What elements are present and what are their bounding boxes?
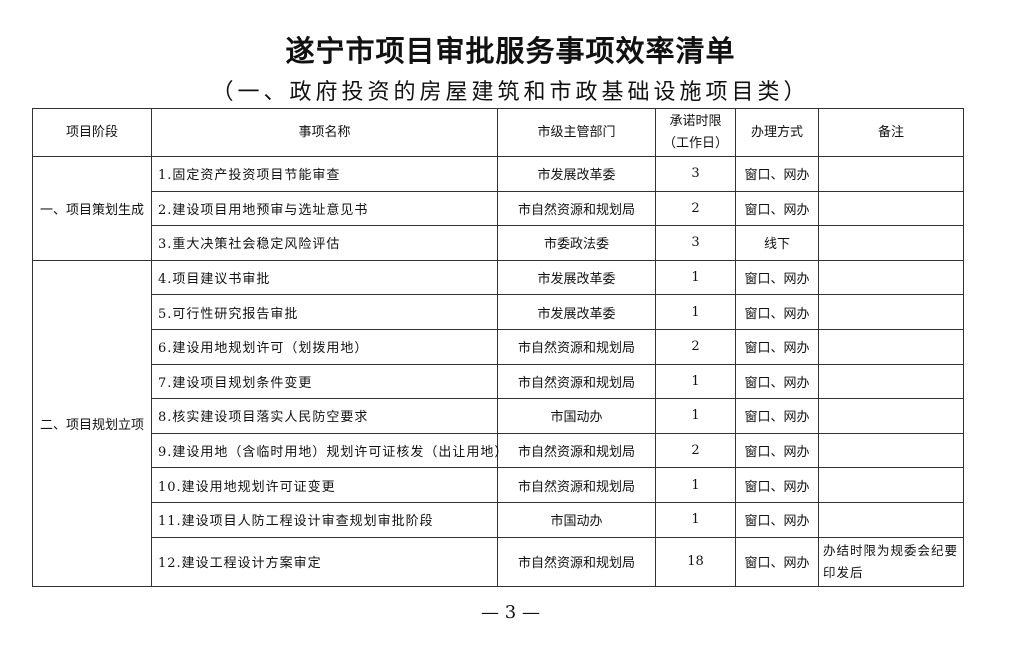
method-cell: 窗口、网办 — [735, 190, 819, 227]
remarks-cell — [818, 294, 964, 330]
document-title: 遂宁市项目审批服务事项效率清单 — [285, 34, 736, 68]
item-name-cell: 10.建设用地规划许可证变更 — [151, 467, 498, 503]
time-limit-cell: 1 — [655, 259, 736, 296]
department-cell: 市国动办 — [497, 398, 656, 434]
table-row: 6.建设用地规划许可（划拨用地） 市自然资源和规划局 2 窗口、网办 — [33, 328, 964, 365]
remarks-cell — [818, 259, 964, 296]
remarks-cell — [818, 467, 964, 503]
time-limit-cell: 1 — [655, 467, 736, 503]
department-cell: 市国动办 — [497, 501, 656, 538]
page-number: — 3 — — [481, 602, 540, 623]
item-name-cell: 6.建设用地规划许可（划拨用地） — [151, 328, 498, 365]
header-stage: 项目阶段 — [32, 108, 152, 157]
item-name-cell: 8.核实建设项目落实人民防空要求 — [151, 398, 498, 434]
time-limit-cell: 1 — [655, 294, 736, 330]
method-cell: 窗口、网办 — [735, 259, 819, 296]
remarks-cell — [818, 501, 964, 538]
remarks-cell — [818, 328, 964, 365]
method-cell: 窗口、网办 — [735, 501, 819, 538]
header-remarks: 备注 — [818, 108, 964, 157]
table-row: 5.可行性研究报告审批 市发展改革委 1 窗口、网办 — [33, 294, 964, 330]
item-name-cell: 3.重大决策社会稳定风险评估 — [151, 225, 498, 261]
table-row: 8.核实建设项目落实人民防空要求 市国动办 1 窗口、网办 — [33, 398, 964, 434]
remarks-cell — [818, 190, 964, 227]
item-name-cell: 5.可行性研究报告审批 — [151, 294, 498, 330]
method-cell: 窗口、网办 — [735, 536, 819, 587]
department-cell: 市自然资源和规划局 — [497, 363, 656, 400]
header-time-limit-line2: （工作日） — [662, 135, 728, 151]
time-limit-cell: 2 — [655, 328, 736, 365]
department-cell: 市发展改革委 — [497, 294, 656, 330]
method-cell: 窗口、网办 — [735, 294, 819, 330]
stage-cell: 二、项目规划立项 — [32, 259, 152, 587]
header-time-limit-line1: 承诺时限 — [669, 113, 722, 129]
time-limit-cell: 2 — [655, 432, 736, 469]
time-limit-cell: 3 — [655, 225, 736, 261]
table-row: 12.建设工程设计方案审定 市自然资源和规划局 18 窗口、网办 办结时限为规委会纪要印… — [33, 536, 964, 587]
time-limit-cell: 1 — [655, 398, 736, 434]
department-cell: 市自然资源和规划局 — [497, 467, 656, 503]
method-cell: 窗口、网办 — [735, 328, 819, 365]
time-limit-cell: 18 — [655, 536, 736, 587]
header-method: 办理方式 — [735, 108, 819, 157]
time-limit-cell: 1 — [655, 363, 736, 400]
department-cell: 市委政法委 — [497, 225, 656, 261]
time-limit-cell: 1 — [655, 501, 736, 538]
header-department: 市级主管部门 — [497, 108, 656, 157]
table-row: 2.建设项目用地预审与选址意见书 市自然资源和规划局 2 窗口、网办 — [33, 190, 964, 227]
document-subtitle: （一、政府投资的房屋建筑和市政基础设施项目类） — [211, 80, 810, 105]
item-name-cell: 7.建设项目规划条件变更 — [151, 363, 498, 400]
method-cell: 窗口、网办 — [735, 432, 819, 469]
efficiency-table: 项目阶段 事项名称 市级主管部门 承诺时限 （工作日） 办理方式 备注 一、项目策… — [32, 108, 964, 587]
table-body: 一、项目策划生成 1.固定资产投资项目节能审查 市发展改革委 3 窗口、网办 2.建设项目… — [32, 156, 964, 587]
remarks-cell — [818, 398, 964, 434]
department-cell: 市自然资源和规划局 — [497, 190, 656, 227]
time-limit-cell: 2 — [655, 190, 736, 227]
table-row: 3.重大决策社会稳定风险评估 市委政法委 3 线下 — [33, 225, 964, 261]
remarks-cell — [818, 156, 964, 192]
method-cell: 线下 — [735, 225, 819, 261]
stage-cell: 一、项目策划生成 — [32, 156, 152, 261]
method-cell: 窗口、网办 — [735, 363, 819, 400]
department-cell: 市自然资源和规划局 — [497, 328, 656, 365]
remarks-cell: 办结时限为规委会纪要印发后 — [818, 536, 964, 587]
table-row: 二、项目规划立项 4.项目建议书审批 市发展改革委 1 窗口、网办 — [32, 259, 964, 587]
table-row: 9.建设用地（含临时用地）规划许可证核发（出让用地） 市自然资源和规划局 2 窗口、网… — [33, 432, 964, 469]
method-cell: 窗口、网办 — [735, 467, 819, 503]
table-row: 11.建设项目人防工程设计审查规划审批阶段 市国动办 1 窗口、网办 — [33, 501, 964, 538]
method-cell: 窗口、网办 — [735, 156, 819, 192]
department-cell: 市发展改革委 — [497, 156, 656, 192]
remarks-cell — [818, 363, 964, 400]
department-cell: 市发展改革委 — [497, 259, 656, 296]
header-time-limit: 承诺时限 （工作日） — [655, 108, 736, 157]
item-name-cell: 1.固定资产投资项目节能审查 — [151, 156, 498, 192]
item-name-cell: 11.建设项目人防工程设计审查规划审批阶段 — [151, 501, 498, 538]
item-name-cell: 2.建设项目用地预审与选址意见书 — [151, 190, 498, 227]
department-cell: 市自然资源和规划局 — [497, 432, 656, 469]
table-row: 一、项目策划生成 1.固定资产投资项目节能审查 市发展改革委 3 窗口、网办 — [32, 156, 964, 261]
table-row: 10.建设用地规划许可证变更 市自然资源和规划局 1 窗口、网办 — [33, 467, 964, 503]
table-row: 7.建设项目规划条件变更 市自然资源和规划局 1 窗口、网办 — [33, 363, 964, 400]
item-name-cell: 4.项目建议书审批 — [151, 259, 498, 296]
table-header-row: 项目阶段 事项名称 市级主管部门 承诺时限 （工作日） 办理方式 备注 — [32, 108, 964, 157]
remarks-cell — [818, 432, 964, 469]
header-item-name: 事项名称 — [151, 108, 498, 157]
item-name-cell: 9.建设用地（含临时用地）规划许可证核发（出让用地） — [151, 432, 507, 469]
method-cell: 窗口、网办 — [735, 398, 819, 434]
remarks-cell — [818, 225, 964, 261]
department-cell: 市自然资源和规划局 — [497, 536, 656, 587]
time-limit-cell: 3 — [655, 156, 736, 192]
item-name-cell: 12.建设工程设计方案审定 — [151, 536, 498, 587]
